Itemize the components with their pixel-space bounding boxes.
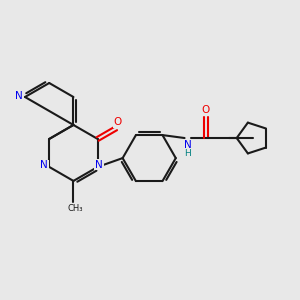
Text: N: N [95,160,103,170]
Text: N: N [15,92,23,101]
Text: H: H [184,149,191,158]
Text: N: N [184,140,191,150]
Text: O: O [202,105,210,116]
Text: CH₃: CH₃ [67,203,83,212]
Text: N: N [40,160,48,170]
Text: O: O [113,117,122,127]
